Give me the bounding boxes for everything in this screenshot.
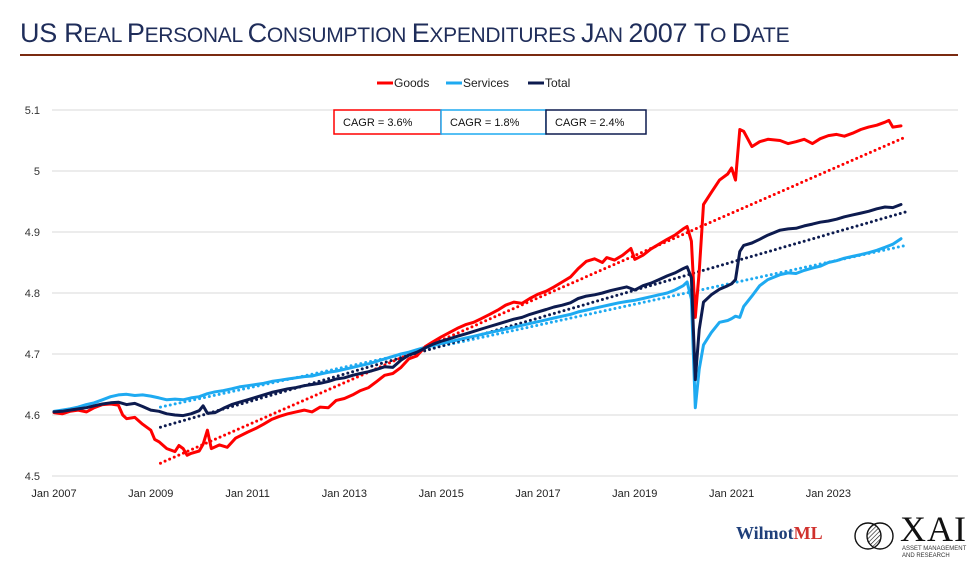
- x-tick-label: Jan 2007: [31, 488, 76, 500]
- xai-rings-icon: [854, 522, 894, 550]
- cagr-label: CAGR = 3.6%: [343, 117, 413, 129]
- title-segment: P: [126, 18, 145, 48]
- xai-wordmark: XAI: [900, 509, 967, 549]
- page-title: US REAL PERSONAL CONSUMPTION EXPENDITURE…: [20, 18, 790, 49]
- title-segment: AN: [594, 24, 629, 47]
- x-tick-label: Jan 2011: [225, 488, 269, 500]
- trend-lines: [158, 135, 908, 465]
- x-tick-label: Jan 2017: [515, 488, 560, 500]
- cagr-box-total: [545, 109, 647, 135]
- cagr-box-services: [440, 109, 547, 135]
- x-tick-label: Jan 2009: [128, 488, 173, 500]
- wilmotml-logo: WilmotML: [736, 523, 823, 543]
- cagr-label: CAGR = 2.4%: [555, 117, 625, 129]
- y-tick-label: 4.7: [25, 349, 40, 361]
- goods-series-line: [52, 118, 903, 457]
- x-tick-label: Jan 2013: [322, 488, 367, 500]
- title-segment: D: [731, 18, 752, 48]
- cagr-annotations: CAGR = 3.6% CAGR = 1.8% CAGR = 2.4%: [333, 109, 647, 135]
- title-segment: J: [581, 18, 595, 48]
- title-segment: ERSONAL: [144, 24, 248, 47]
- title-segment: E: [411, 18, 430, 48]
- title-segment: 2007: [628, 18, 694, 48]
- gridlines: [52, 109, 958, 477]
- series-lines: [52, 118, 903, 457]
- y-tick-label: 4.6: [25, 410, 40, 422]
- title-segment: ATE: [750, 24, 790, 47]
- legend: Goods Services Total: [377, 76, 570, 90]
- services-trend-line: [158, 243, 908, 409]
- title-segment: XPENDITURES: [429, 24, 582, 47]
- title-segment: C: [247, 18, 268, 48]
- xai-subtitle: ASSET MANAGEMENT AND RESEARCH: [902, 546, 967, 559]
- y-tick-label: 5.1: [25, 105, 40, 117]
- y-tick-label: 5: [34, 166, 40, 178]
- xai-logo: XAI ASSET MANAGEMENT AND RESEARCH: [852, 509, 972, 562]
- cagr-label: CAGR = 1.8%: [450, 117, 520, 129]
- y-tick-label: 4.8: [25, 288, 40, 300]
- total-trend-line: [158, 210, 908, 429]
- goods-trend-line: [158, 135, 908, 465]
- legend-label-services: Services: [463, 76, 509, 90]
- total-series-line: [52, 203, 903, 418]
- title-segment: R: [64, 18, 84, 48]
- y-tick-label: 4.5: [25, 471, 40, 483]
- x-tick-label: Jan 2019: [612, 488, 657, 500]
- title-segment: O: [710, 24, 732, 47]
- title-segment: T: [693, 18, 711, 48]
- title-segment: ONSUMPTION: [266, 24, 412, 47]
- services-series-line: [52, 237, 903, 413]
- title-segment: US: [20, 18, 65, 48]
- x-axis-ticks: Jan 2007 Jan 2009 Jan 2011 Jan 2013 Jan 2015…: [31, 488, 851, 500]
- x-tick-label: Jan 2015: [419, 488, 464, 500]
- legend-label-goods: Goods: [394, 76, 429, 90]
- x-tick-label: Jan 2023: [806, 488, 851, 500]
- y-axis-ticks: 4.5 4.6 4.7 4.8 4.9 5 5.1: [25, 105, 40, 483]
- x-tick-label: Jan 2021: [709, 488, 754, 500]
- title-divider: [20, 54, 958, 56]
- title-segment: EAL: [83, 24, 127, 47]
- y-tick-label: 4.9: [25, 227, 40, 239]
- legend-label-total: Total: [545, 76, 570, 90]
